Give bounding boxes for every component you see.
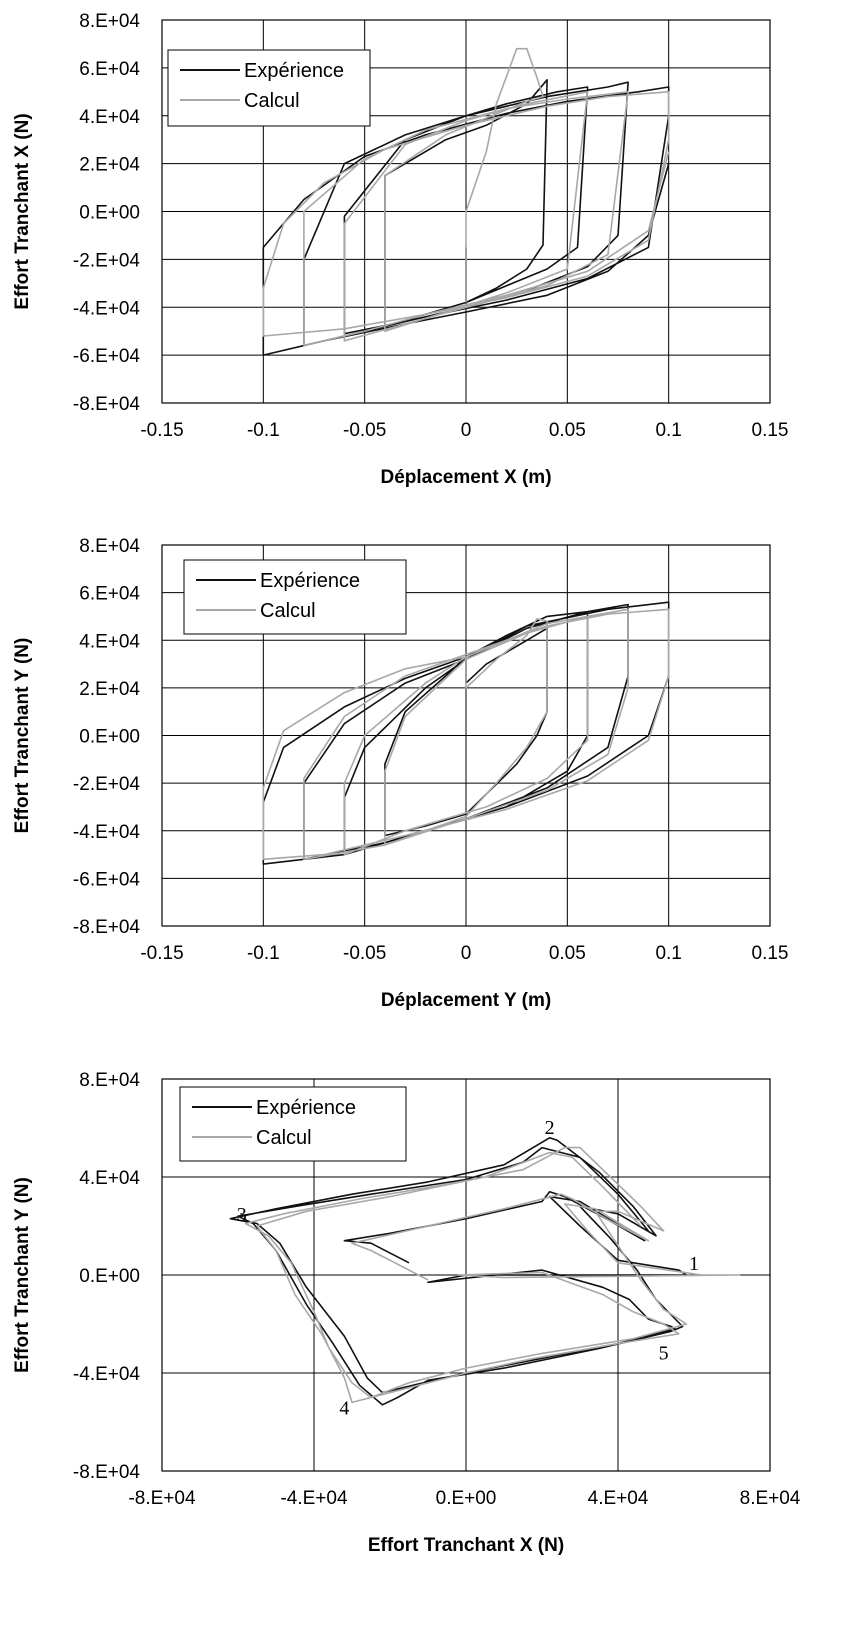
x-tick-label: -0.05	[343, 943, 386, 964]
x-tick-label: -4.E+04	[280, 1488, 348, 1509]
x-tick-label: -8.E+04	[128, 1488, 196, 1509]
y-tick-label: -4.E+04	[73, 822, 141, 843]
y-tick-label: -6.E+04	[73, 346, 141, 367]
y-tick-label: 4.E+04	[79, 631, 140, 652]
x-tick-label: 4.E+04	[588, 1488, 649, 1509]
x-tick-label: 0	[461, 420, 472, 441]
x-tick-label: 0.E+00	[436, 1488, 497, 1509]
y-tick-label: -8.E+04	[73, 394, 141, 415]
legend-label: Calcul	[260, 600, 316, 622]
y-tick-label: 4.E+04	[79, 107, 140, 128]
series-calcul-line	[262, 608, 670, 861]
y-axis-label: Effort Tranchant Y (N)	[12, 638, 33, 834]
y-tick-label: -4.E+04	[73, 1364, 141, 1385]
y-tick-label: 6.E+04	[79, 584, 140, 605]
y-tick-label: 2.E+04	[79, 155, 140, 176]
y-tick-label: -2.E+04	[73, 774, 141, 795]
legend-label: Expérience	[256, 1097, 356, 1119]
annotation-label: 4	[339, 1398, 349, 1420]
y-tick-label: 6.E+04	[79, 59, 140, 80]
chart-3: -8.E+04 -4.E+04 0.E+00 4.E+04 8.E+04 8.E+04 4.…	[12, 1070, 801, 1556]
y-axis-label: Effort Tranchant Y (N)	[12, 1177, 33, 1373]
series-calcul-line	[262, 47, 670, 347]
legend-label: Calcul	[256, 1127, 312, 1149]
x-axis-label: Déplacement X (m)	[380, 467, 551, 488]
y-tick-label: -8.E+04	[73, 1462, 141, 1483]
y-tick-label: 0.E+00	[79, 203, 140, 224]
x-tick-label: 0.1	[655, 420, 681, 441]
legend-box	[179, 1086, 407, 1162]
annotation-label: 2	[545, 1117, 555, 1139]
y-tick-label: 8.E+04	[79, 1070, 140, 1091]
chart-2: -0.15 -0.1 -0.05 0 0.05 0.1 0.15 8.E+04 6.E+04 4.…	[12, 536, 788, 1011]
y-tick-label: 0.E+00	[79, 1266, 140, 1287]
x-tick-label: 0	[461, 943, 472, 964]
y-axis-label: Effort Tranchant X (N)	[12, 113, 33, 309]
legend-label: Calcul	[244, 90, 300, 112]
series-calcul-line	[244, 1146, 741, 1404]
series-experience-line	[262, 601, 670, 865]
annotation-label: 3	[237, 1204, 247, 1226]
legend-box	[183, 559, 407, 635]
chart-1: -0.15 -0.1 -0.05 0 0.05 0.1 0.15 8.E+04 6.E+04 4.…	[12, 11, 788, 488]
y-tick-label: 4.E+04	[79, 1168, 140, 1189]
x-tick-label: 0.1	[655, 943, 681, 964]
plot-frame	[161, 1078, 771, 1472]
x-tick-label: -0.05	[343, 420, 386, 441]
y-tick-label: -4.E+04	[73, 298, 141, 319]
x-tick-label: -0.15	[140, 943, 183, 964]
y-tick-label: 0.E+00	[79, 727, 140, 748]
x-tick-label: 0.05	[549, 943, 586, 964]
legend-label: Expérience	[244, 60, 344, 82]
x-tick-label: -0.1	[247, 420, 280, 441]
y-tick-label: -8.E+04	[73, 917, 141, 938]
annotation-label: 5	[659, 1343, 669, 1365]
x-tick-label: -0.15	[140, 420, 183, 441]
x-axis-label: Déplacement Y (m)	[381, 990, 551, 1011]
annotation-label: 1	[689, 1253, 699, 1275]
x-tick-label: -0.1	[247, 943, 280, 964]
plot-frame	[161, 544, 771, 927]
y-tick-label: 8.E+04	[79, 11, 140, 32]
x-tick-label: 0.05	[549, 420, 586, 441]
x-tick-label: 0.15	[752, 420, 789, 441]
plot-frame	[161, 19, 771, 404]
x-axis-label: Effort Tranchant X (N)	[368, 1535, 564, 1556]
y-tick-label: -6.E+04	[73, 869, 141, 890]
y-tick-label: -2.E+04	[73, 250, 141, 271]
y-tick-label: 8.E+04	[79, 536, 140, 557]
x-tick-label: 8.E+04	[740, 1488, 801, 1509]
legend-label: Expérience	[260, 570, 360, 592]
x-tick-label: 0.15	[752, 943, 789, 964]
legend-box	[167, 49, 371, 127]
y-tick-label: 2.E+04	[79, 679, 140, 700]
